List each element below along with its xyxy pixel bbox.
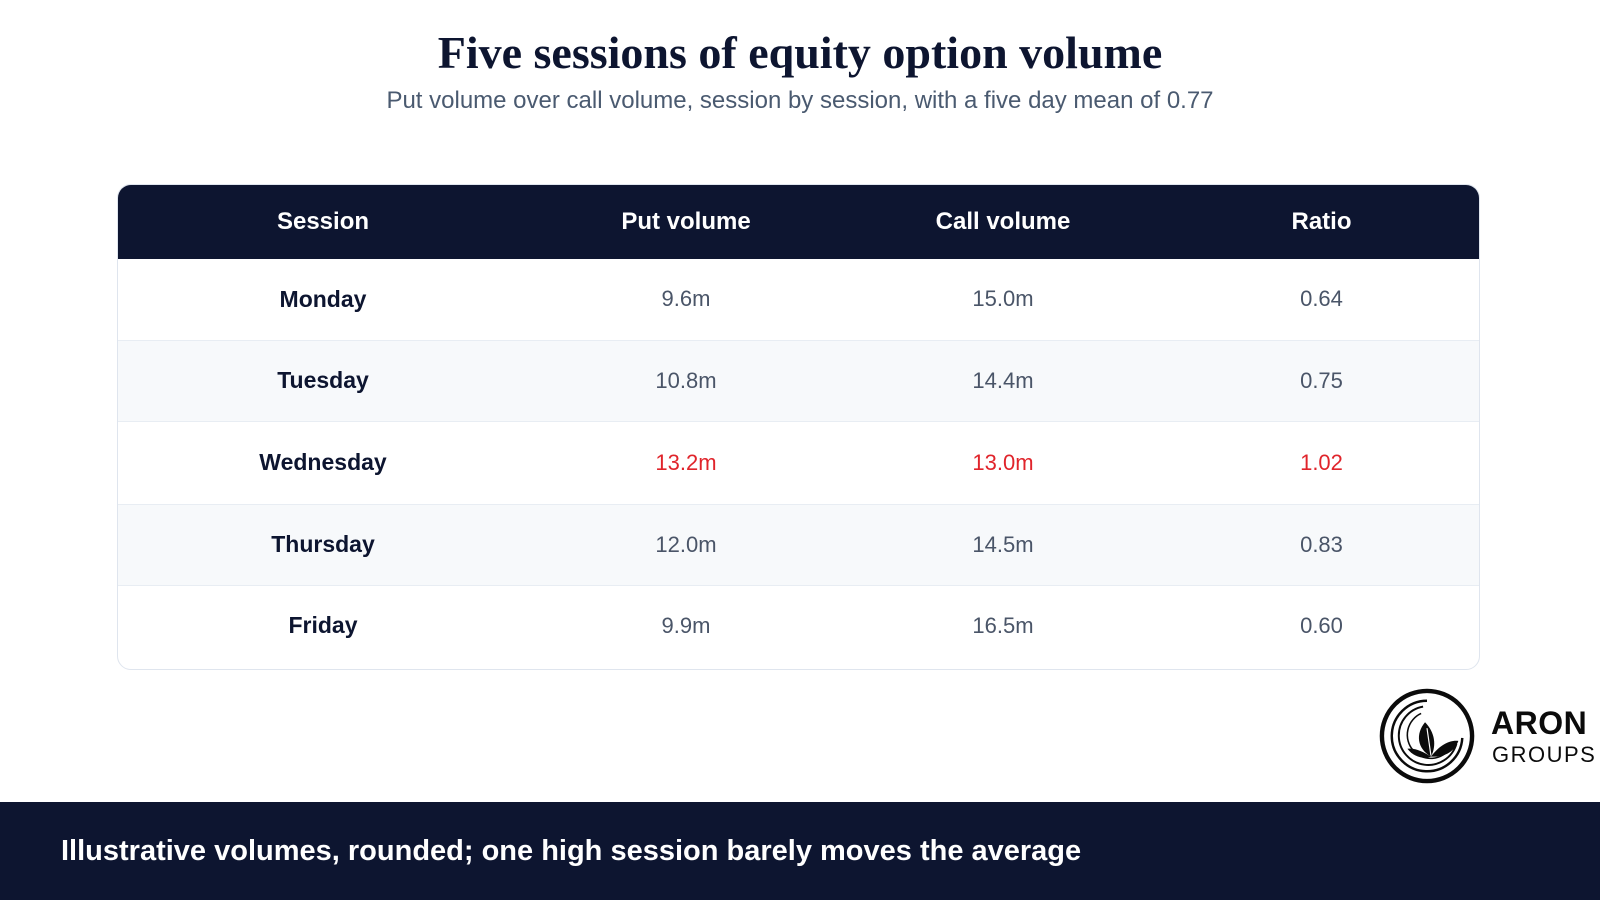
put-volume-cell: 12.0m [655,531,717,557]
put-volume-cell-highlighted: 13.2m [655,449,717,475]
ratio-cell: 0.83 [1300,531,1343,557]
call-volume-cell-highlighted: 13.0m [972,449,1034,475]
table-row-tuesday: Tuesday 10.8m 14.4m 0.75 [118,340,1479,421]
put-volume-cell: 9.6m [661,286,711,312]
ratio-cell-highlighted: 1.02 [1300,449,1343,475]
call-volume-cell: 16.5m [972,612,1034,638]
header-put-volume: Put volume [621,208,751,235]
session-cell: Friday [288,612,358,639]
session-cell: Monday [279,285,367,312]
header-session: Session [276,208,370,235]
put-volume-cell: 10.8m [655,367,717,393]
table-row-wednesday: Wednesday 13.2m 13.0m 1.02 [118,421,1479,504]
logo-wordmark-primary: ARON [1491,705,1588,741]
put-volume-cell: 9.9m [661,612,711,638]
call-volume-cell: 14.5m [972,531,1034,557]
footer-note: Illustrative volumes, rounded; one high … [61,835,1082,867]
table-row-friday: Friday 9.9m 16.5m 0.60 [118,585,1479,666]
logo-wordmark-secondary: GROUPS [1492,742,1597,767]
session-cell: Thursday [271,531,375,557]
chart-subtitle: Put volume over call volume, session by … [386,87,1214,114]
header-call-volume: Call volume [935,208,1071,235]
call-volume-cell: 15.0m [972,286,1034,312]
ratio-cell: 0.75 [1300,367,1343,393]
footer-banner: Illustrative volumes, rounded; one high … [0,802,1600,900]
table-header-row: Session Put volume Call volume Ratio [118,185,1479,259]
leaf-circle-logo-icon [1379,688,1475,784]
table-row-thursday: Thursday 12.0m 14.5m 0.83 [118,504,1479,585]
session-cell: Wednesday [259,449,387,475]
session-cell: Tuesday [277,367,369,393]
aron-groups-logo: ARON GROUPS [1378,687,1595,787]
volume-table: Session Put volume Call volume Ratio Mon… [118,185,1479,666]
ratio-cell: 0.64 [1300,286,1343,312]
call-volume-cell: 14.4m [972,367,1034,393]
ratio-cell: 0.60 [1300,612,1343,638]
table-row-monday: Monday 9.6m 15.0m 0.64 [118,259,1479,340]
volume-table-card: Session Put volume Call volume Ratio Mon… [117,184,1480,670]
chart-title: Five sessions of equity option volume [437,27,1163,78]
header-ratio: Ratio [1291,208,1352,235]
